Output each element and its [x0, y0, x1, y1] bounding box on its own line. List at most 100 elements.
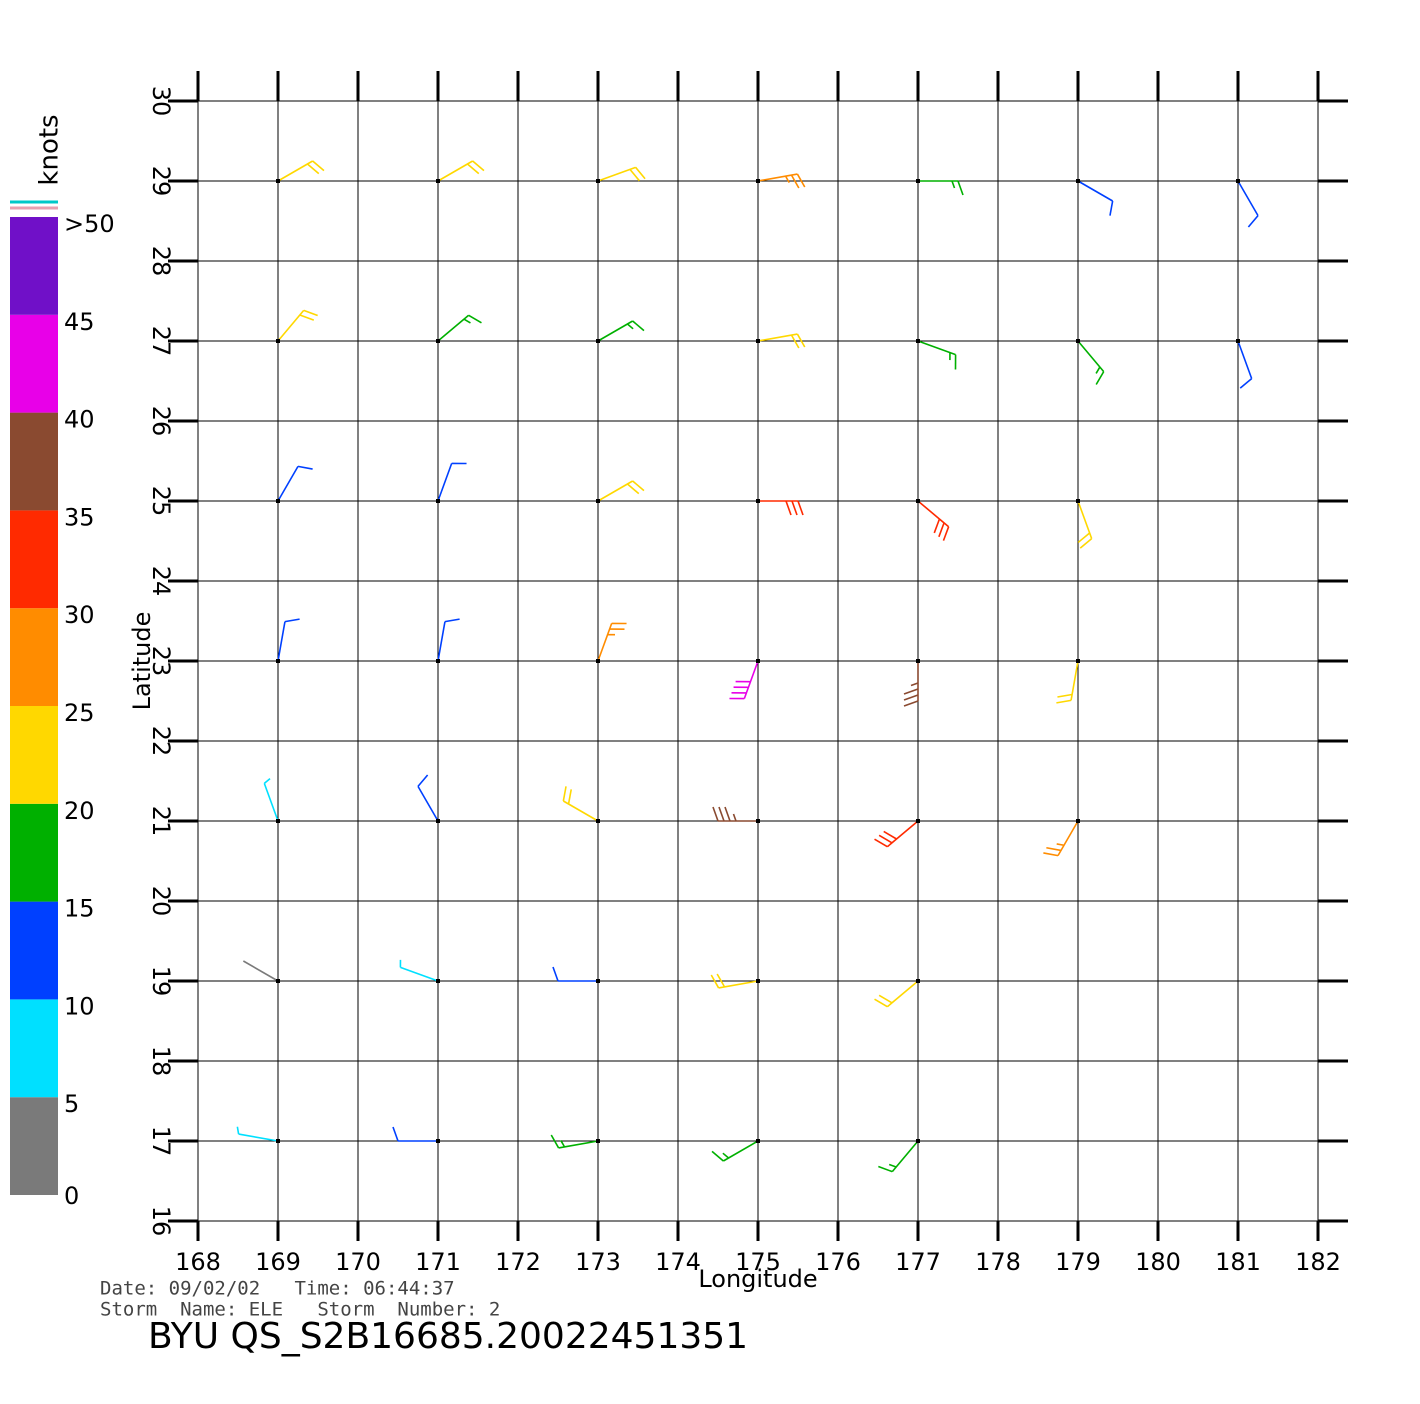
wind-barb: [712, 806, 760, 823]
y-tick-label: 17: [147, 1126, 175, 1157]
wind-barb: [711, 1139, 760, 1162]
wind-barb: [1056, 659, 1080, 704]
x-tick-label: 177: [895, 1248, 941, 1276]
y-tick-label: 22: [147, 726, 175, 757]
wind-barb: [596, 166, 646, 183]
colorbar-label: 45: [64, 308, 95, 336]
y-tick-label: 26: [147, 406, 175, 437]
wind-barb: [276, 465, 313, 503]
wind-barb: [874, 979, 920, 1008]
y-tick-label: 24: [147, 566, 175, 597]
wind-barb: [1236, 339, 1253, 389]
x-tick-label: 181: [1215, 1248, 1261, 1276]
footer-date: Date: 09/02/02 Time: 06:44:37: [100, 1278, 455, 1300]
wind-barb: [236, 1126, 280, 1143]
wind-barb: [1043, 819, 1080, 857]
wind-barb: [276, 618, 300, 663]
wind-barb: [756, 333, 806, 349]
wind-barb: [916, 499, 950, 541]
y-tick-label: 21: [147, 806, 175, 837]
x-tick-label: 168: [175, 1248, 221, 1276]
colorbar-bin: [10, 510, 58, 609]
colorbar-bin: [10, 706, 58, 804]
x-tick-label: 170: [335, 1248, 381, 1276]
y-tick-label: 16: [147, 1206, 175, 1237]
x-tick-label: 176: [815, 1248, 861, 1276]
colorbar-label: >50: [64, 210, 115, 238]
colorbar-label: 35: [64, 503, 95, 531]
colorbar-label: 10: [64, 992, 95, 1020]
wind-barb: [550, 1134, 600, 1149]
colorbar-bin: [10, 608, 58, 706]
wind-barb: [436, 462, 467, 503]
wind-barb: [436, 618, 460, 663]
wind-barb: [1076, 179, 1114, 216]
wind-barb: [436, 314, 482, 343]
wind-barb: [242, 960, 280, 983]
wind-barb: [878, 1139, 920, 1173]
y-tick-label: 28: [147, 246, 175, 277]
y-tick-label: 19: [147, 966, 175, 997]
colorbar-label: 0: [64, 1182, 79, 1210]
colorbar-bin: [10, 1097, 58, 1195]
y-tick-label: 30: [147, 86, 175, 117]
x-tick-label: 178: [975, 1248, 1021, 1276]
wind-barb: [596, 622, 627, 663]
wind-barb: [552, 966, 600, 983]
wind-barb: [436, 160, 485, 183]
wind-barb: [562, 786, 600, 823]
x-tick-label: 180: [1135, 1248, 1181, 1276]
x-tick-label: 173: [575, 1248, 621, 1276]
x-tick-label: 182: [1295, 1248, 1341, 1276]
wind-barb: [276, 309, 318, 343]
y-tick-label: 25: [147, 486, 175, 517]
x-tick-label: 169: [255, 1248, 301, 1276]
wind-barb: [596, 320, 645, 343]
colorbar-label: 25: [64, 699, 95, 727]
wind-barb: [756, 499, 804, 516]
wind-barb: [916, 339, 957, 370]
wind-barb: [399, 959, 440, 983]
wind-barb: [710, 973, 760, 989]
colorbar-label: 5: [64, 1090, 79, 1118]
colorbar-bin: [10, 803, 58, 902]
wind-barb: [874, 819, 920, 848]
colorbar-bin: [10, 217, 58, 315]
wind-barb: [903, 659, 920, 707]
x-tick-label: 174: [655, 1248, 701, 1276]
wind-barb: [417, 774, 440, 823]
wind-barb: [1076, 339, 1105, 385]
colorbar-bin: [10, 314, 58, 413]
wind-barb: [276, 160, 325, 183]
colorbar-bin: [10, 412, 58, 511]
y-tick-label: 18: [147, 1046, 175, 1077]
footer-storm: Storm Name: ELE Storm Number: 2: [100, 1299, 500, 1321]
colorbar-title: knots: [35, 114, 65, 185]
x-tick-label: 179: [1055, 1248, 1101, 1276]
y-tick-label: 27: [147, 326, 175, 357]
wind-barb: [263, 778, 280, 823]
x-axis-title: Longitude: [698, 1265, 817, 1293]
colorbar-label: 20: [64, 797, 95, 825]
y-tick-label: 23: [147, 646, 175, 677]
wind-barb: [596, 480, 645, 503]
footer-title: BYU QS_S2B16685.20022451351: [148, 1316, 748, 1357]
wind-barb: [916, 179, 964, 196]
y-tick-label: 20: [147, 886, 175, 917]
y-tick-label: 29: [147, 166, 175, 197]
wind-barb: [756, 173, 806, 189]
wind-barb: [729, 659, 760, 700]
colorbar-label: 40: [64, 406, 95, 434]
y-axis-title: Latitude: [128, 612, 156, 711]
wind-barb: [392, 1126, 440, 1143]
colorbar-label: 30: [64, 601, 95, 629]
colorbar-label: 15: [64, 895, 95, 923]
x-tick-label: 172: [495, 1248, 541, 1276]
colorbar-bin: [10, 999, 58, 1098]
colorbar-bin: [10, 901, 58, 1000]
x-tick-label: 175: [735, 1248, 781, 1276]
x-tick-label: 171: [415, 1248, 461, 1276]
wind-barb: [1076, 499, 1093, 549]
